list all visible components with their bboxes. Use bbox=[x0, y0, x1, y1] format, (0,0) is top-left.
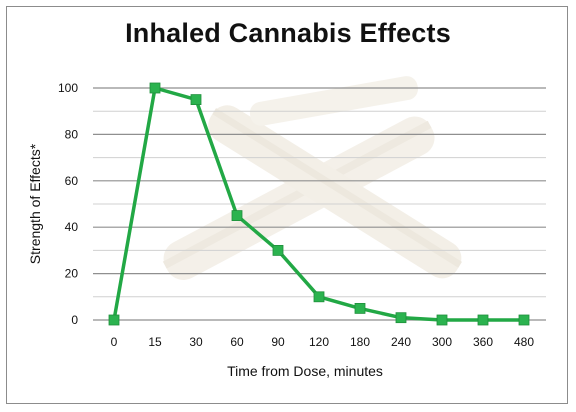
data-point bbox=[477, 314, 489, 326]
data-point bbox=[313, 291, 325, 303]
y-tick-label: 60 bbox=[65, 174, 79, 188]
data-point bbox=[108, 314, 120, 326]
x-tick-label: 120 bbox=[309, 335, 329, 349]
y-tick-label: 40 bbox=[65, 220, 79, 234]
data-point bbox=[395, 312, 407, 324]
chart-title: Inhaled Cannabis Effects bbox=[125, 18, 451, 48]
y-tick-label: 20 bbox=[65, 267, 79, 281]
x-tick-label: 15 bbox=[148, 335, 162, 349]
x-axis-label: Time from Dose, minutes bbox=[227, 363, 383, 379]
y-tick-label: 100 bbox=[58, 81, 78, 95]
data-point bbox=[231, 210, 243, 222]
x-tick-label: 0 bbox=[111, 335, 118, 349]
data-point bbox=[149, 82, 161, 94]
x-tick-label: 480 bbox=[514, 335, 534, 349]
y-tick-label: 80 bbox=[65, 127, 79, 141]
data-point bbox=[354, 302, 366, 314]
x-tick-label: 30 bbox=[189, 335, 203, 349]
data-point bbox=[436, 314, 448, 326]
data-point bbox=[190, 94, 202, 105]
x-axis-ticks: 0 15 30 60 90 120 180 240 300 360 480 bbox=[111, 335, 535, 349]
gridlines bbox=[93, 87, 546, 321]
chart-frame bbox=[6, 6, 568, 404]
x-tick-label: 240 bbox=[391, 335, 411, 349]
x-tick-label: 360 bbox=[473, 335, 493, 349]
x-tick-label: 90 bbox=[271, 335, 285, 349]
data-point bbox=[518, 314, 530, 326]
series-points bbox=[108, 82, 530, 326]
x-tick-label: 60 bbox=[230, 335, 244, 349]
x-tick-label: 300 bbox=[432, 335, 452, 349]
x-tick-label: 180 bbox=[350, 335, 370, 349]
y-axis-label: Strength of Effects* bbox=[27, 143, 43, 264]
data-point bbox=[272, 244, 284, 256]
y-tick-label: 0 bbox=[71, 313, 78, 327]
y-axis-ticks: 0 20 40 60 80 100 bbox=[58, 81, 78, 327]
